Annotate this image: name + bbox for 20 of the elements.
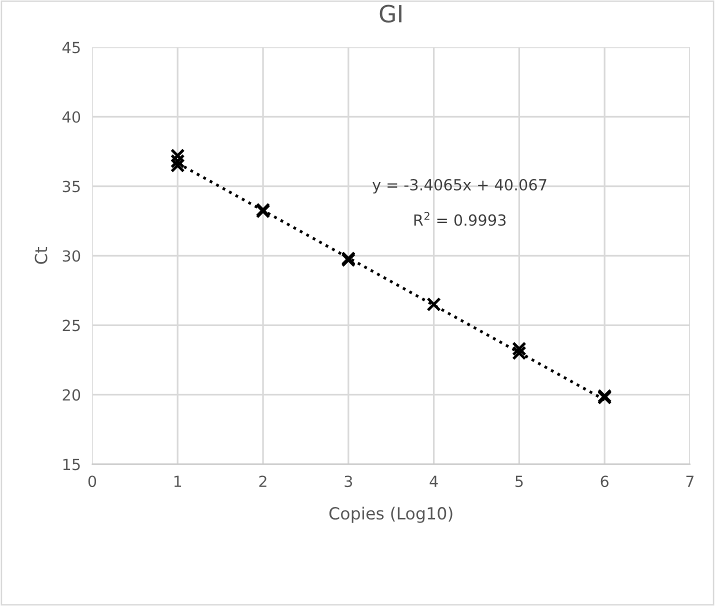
x-tick-label: 5 — [516, 476, 523, 488]
chart-title: GI — [380, 4, 402, 23]
x-tick-label: 6 — [600, 476, 608, 488]
annotation: R$^{2}$ = 0.9993 — [414, 212, 506, 226]
y-tick-label: 25 — [62, 320, 80, 332]
y-axis-title: Ct — [34, 247, 48, 264]
y-tick-label: 30 — [62, 250, 80, 262]
x-tick-label: 4 — [430, 476, 438, 487]
x-tick-label: 2 — [259, 476, 266, 487]
y-tick-label: 45 — [62, 42, 80, 54]
x-tick-label: 7 — [686, 476, 694, 487]
x-tick-label: 3 — [344, 476, 352, 488]
x-tick-label: 0 — [88, 476, 96, 488]
x-axis-title: Copies (Log10) — [329, 506, 452, 523]
y-tick-label: 40 — [62, 111, 80, 123]
y-tick-label: 35 — [62, 180, 80, 192]
y-tick-label: 15 — [63, 458, 80, 470]
y-tick-label: 20 — [62, 389, 80, 401]
annotation: y = -3.4065x + 40.067 — [372, 178, 546, 194]
x-tick-label: 1 — [174, 476, 182, 487]
